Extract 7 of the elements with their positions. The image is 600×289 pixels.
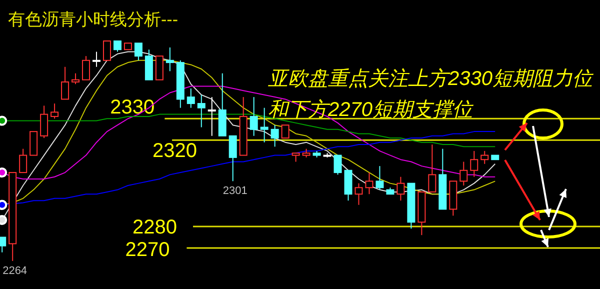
annotation: 2301 [222, 185, 248, 198]
annotation: 亚欧盘重点关注上方2330短期阻力位 [268, 67, 594, 90]
annotation: 2264 [2, 264, 28, 277]
text: 有色沥青小时线分析--- [8, 10, 178, 29]
ref-line-label: 2270 [125, 239, 170, 262]
ref-line-label: 2280 [132, 216, 178, 238]
ref-line-label: 2320 [152, 140, 198, 162]
